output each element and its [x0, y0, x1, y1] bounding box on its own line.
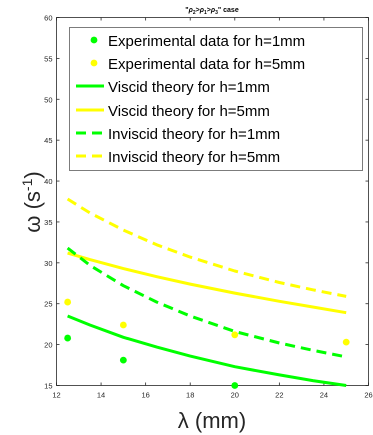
legend-item: Experimental data for h=1mm: [90, 33, 305, 50]
x-tick-label: 18: [186, 391, 194, 400]
y-tick-label: 30: [44, 259, 52, 268]
y-axis-label: ω (s-1): [19, 171, 45, 232]
data-point: [119, 321, 127, 329]
y-tick-label: 60: [44, 14, 52, 23]
legend-item: Inviscid theory for h=5mm: [76, 149, 280, 166]
series-line: [66, 246, 347, 359]
x-tick-label: 20: [231, 391, 239, 400]
x-tick-label: 14: [97, 391, 105, 400]
x-axis-label: λ (mm): [178, 408, 246, 433]
legend-marker: [90, 36, 98, 44]
legend-label: Viscid theory for h=1mm: [108, 79, 270, 96]
data-point: [64, 298, 72, 306]
y-tick-label: 35: [44, 218, 52, 227]
y-tick-label: 50: [44, 95, 52, 104]
series-6: [66, 197, 347, 298]
legend-label: Viscid theory for h=5mm: [108, 103, 270, 120]
x-tick-label: 22: [275, 391, 283, 400]
x-tick-label: 24: [320, 391, 328, 400]
y-tick-label: 55: [44, 54, 52, 63]
legend-marker: [90, 59, 98, 67]
legend-label: Inviscid theory for h=5mm: [108, 149, 280, 166]
series-1: [64, 334, 239, 389]
series-5: [66, 246, 347, 359]
legend-item: Viscid theory for h=5mm: [76, 103, 270, 120]
legend-item: Viscid theory for h=1mm: [76, 79, 270, 96]
y-tick-label: 45: [44, 136, 52, 145]
axis-ticks: 12 14 16 18 20 22 24 26 15 20 25 30 35 40 45 50 55 60: [44, 14, 373, 400]
legend-label: Experimental data for h=1mm: [108, 33, 305, 50]
x-tick-label: 26: [364, 391, 372, 400]
legend-item: Experimental data for h=5mm: [90, 56, 305, 73]
data-point: [231, 331, 239, 339]
series-4: [67, 251, 347, 315]
legend-label: Inviscid theory for h=1mm: [108, 126, 280, 143]
data-point: [119, 356, 127, 364]
legend-box: [69, 27, 363, 171]
y-tick-label: 25: [44, 300, 52, 309]
y-tick-label: 15: [44, 382, 52, 391]
x-tick-label: 12: [52, 391, 60, 400]
x-tick-label: 16: [141, 391, 149, 400]
legend: Experimental data for h=1mm Experimental …: [69, 27, 363, 171]
y-tick-label: 40: [44, 177, 52, 186]
y-tick-label: 20: [44, 341, 52, 350]
series-2: [64, 298, 350, 346]
series-line: [67, 251, 347, 315]
data-point: [64, 334, 72, 342]
series-layer: [64, 197, 350, 389]
data-point: [231, 382, 239, 389]
chart-title: "ρ2>ρ1>ρ3" case: [185, 7, 239, 16]
legend-item: Inviscid theory for h=1mm: [76, 126, 280, 143]
legend-label: Experimental data for h=5mm: [108, 56, 305, 73]
series-line: [67, 314, 347, 387]
data-point: [342, 338, 350, 346]
series-3: [67, 314, 347, 387]
series-line: [66, 197, 347, 298]
